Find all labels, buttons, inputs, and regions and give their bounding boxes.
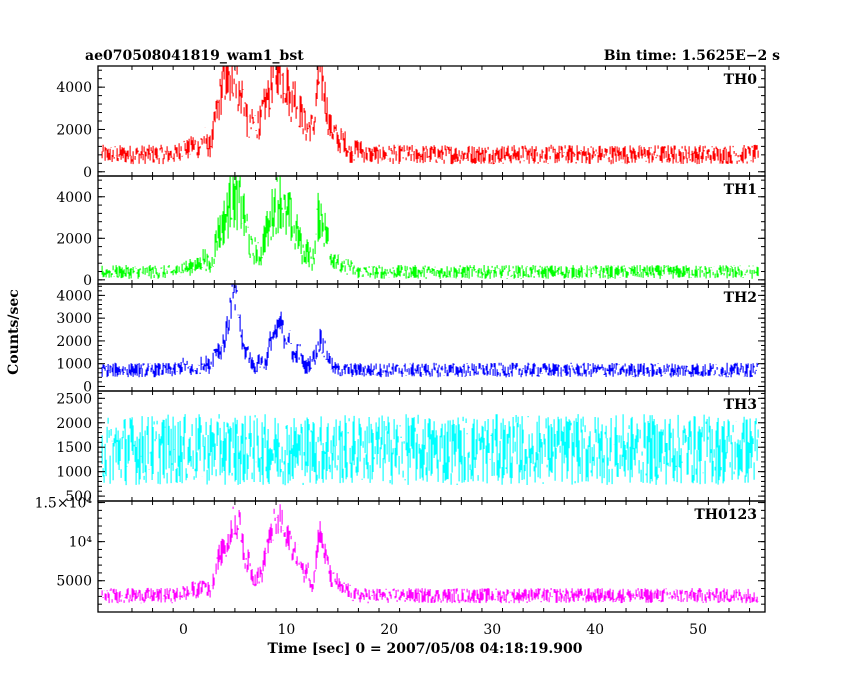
y-tick-label: 1.5×10⁴ [35, 496, 93, 512]
x-tick-label: 50 [689, 622, 707, 638]
chart-title-right: Bin time: 1.5625E−2 s [604, 48, 780, 64]
series-th1 [101, 176, 759, 279]
y-tick-label: 1500 [56, 440, 92, 456]
series-th2 [101, 284, 759, 378]
x-tick-label: 30 [483, 622, 501, 638]
y-tick-label: 3000 [56, 311, 92, 327]
x-axis-label: Time [sec] 0 = 2007/05/08 04:18:19.900 [268, 641, 583, 657]
panel-th3: TH3 500 1000 1500 2000 2500 [56, 390, 766, 505]
y-tick-label: 2000 [56, 416, 92, 432]
x-tick-label: 40 [586, 622, 604, 638]
y-tick-label: 5000 [56, 574, 92, 590]
series-th0 [101, 66, 759, 165]
panel-th2: TH2 0 1000 2000 3000 4000 [56, 283, 766, 395]
panels-group: TH0 0 2000 4000 TH1 0 2000 4000 TH2 0 1000 2000 3000… [35, 65, 766, 638]
panel-th0123: TH0123 5000 10⁴ 1.5×10⁴ [35, 496, 766, 613]
y-tick-label: 500 [65, 489, 92, 505]
panel-frame [97, 500, 766, 613]
panel-label: TH2 [724, 290, 757, 306]
y-tick-label: 2500 [56, 391, 92, 407]
chart-title-left: ae070508041819_wam1_bst [85, 48, 304, 64]
panel-label: TH3 [724, 397, 757, 413]
x-tick-label: 10 [277, 622, 295, 638]
y-tick-label: 4000 [56, 190, 92, 206]
x-tick-label: 0 [179, 622, 188, 638]
y-tick-label: 4000 [56, 80, 92, 96]
y-tick-label: 0 [83, 165, 92, 181]
y-tick-label: 0 [83, 273, 92, 289]
panel-frame [97, 283, 766, 392]
y-tick-label: 4000 [56, 288, 92, 304]
panel-label: TH0 [724, 72, 758, 88]
series-th0123 [101, 504, 759, 604]
series-th3 [101, 414, 759, 486]
y-tick-label: 1000 [56, 465, 92, 481]
y-tick-label: 0 [83, 379, 92, 395]
y-axis-label: Counts/sec [6, 289, 22, 375]
x-tick-label: 20 [380, 622, 398, 638]
panel-label: TH1 [724, 182, 757, 198]
y-tick-label: 2000 [56, 231, 92, 247]
y-tick-label: 1000 [56, 357, 92, 373]
panel-th0: TH0 0 2000 4000 [56, 65, 766, 181]
y-tick-label: 2000 [56, 122, 92, 138]
y-tick-label: 2000 [56, 334, 92, 350]
panel-th1: TH1 0 2000 4000 [56, 175, 766, 289]
panel-label: TH0123 [694, 507, 757, 523]
y-tick-label: 10⁴ [69, 535, 93, 551]
